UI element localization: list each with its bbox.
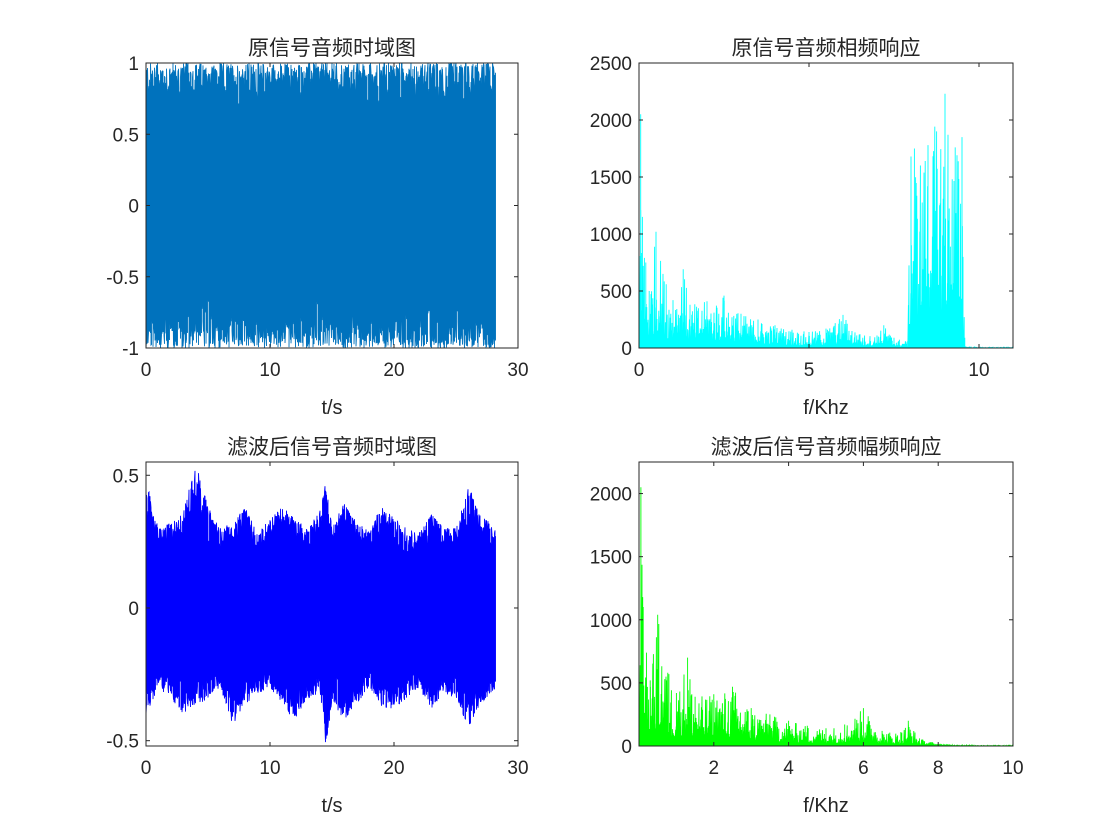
y-tick-label: 1500 (590, 548, 632, 569)
y-tick-label: 500 (600, 282, 632, 303)
y-tick-label: 1500 (590, 168, 632, 189)
y-tick-label: 0.5 (113, 125, 139, 146)
chart-title: 原信号音频相频响应 (732, 36, 921, 60)
series-line (639, 487, 1013, 746)
subplot-1: 0 10 20 30 -1 -0.5 0 0.5 1 原信号音频时域图 t/s (106, 36, 528, 419)
series-trace (146, 63, 496, 348)
x-tick-label: 4 (783, 758, 794, 779)
y-tick-label: 0.5 (113, 466, 139, 487)
series-trace (146, 470, 496, 743)
y-tick-label: 1000 (590, 225, 632, 246)
x-tick-label: 0 (141, 360, 152, 381)
y-tick-label: 0 (621, 737, 632, 758)
y-tick-label: 0 (621, 339, 632, 360)
series-trace (639, 93, 1013, 348)
x-tick-label: 0 (634, 360, 645, 381)
x-tick-label: 8 (933, 758, 944, 779)
chart-title: 滤波后信号音频幅频响应 (711, 435, 942, 459)
series-line (639, 93, 1013, 348)
x-tick-label: 0 (141, 758, 152, 779)
y-tick-label: 0 (128, 599, 139, 620)
y-tick-label: 500 (600, 674, 632, 695)
y-tick-label: -0.5 (106, 268, 139, 289)
x-tick-label: 20 (383, 360, 404, 381)
series-line (146, 63, 496, 348)
x-axis-label: t/s (321, 397, 342, 419)
axes-frame (638, 62, 1014, 349)
chart-title: 滤波后信号音频时域图 (227, 435, 437, 459)
y-tick-label: 2000 (590, 485, 632, 506)
subplot-2: 0 5 10 0 500 1000 1500 2000 2500 原信号音频相频响应 f/Khz (590, 36, 1014, 419)
axes-frame (638, 461, 1014, 747)
y-tick-label: -1 (122, 339, 139, 360)
x-tick-label: 20 (383, 758, 404, 779)
x-tick-label: 10 (259, 758, 280, 779)
series-trace (639, 487, 1013, 746)
y-tick-label: 1 (128, 54, 139, 75)
x-axis-label: f/Khz (803, 795, 849, 817)
x-axis-label: t/s (321, 795, 342, 817)
x-tick-label: 10 (259, 360, 280, 381)
x-tick-label: 2 (709, 758, 720, 779)
x-tick-label: 30 (507, 360, 528, 381)
y-tick-label: -0.5 (106, 732, 139, 753)
x-tick-label: 10 (968, 360, 989, 381)
y-tick-label: 0 (128, 197, 139, 218)
x-tick-label: 5 (804, 360, 815, 381)
x-axis-label: f/Khz (803, 397, 849, 419)
x-tick-label: 6 (858, 758, 869, 779)
y-tick-label: 2000 (590, 111, 632, 132)
x-tick-label: 10 (1002, 758, 1023, 779)
series-line (146, 470, 496, 743)
chart-title: 原信号音频时域图 (248, 36, 416, 60)
x-tick-label: 30 (507, 758, 528, 779)
subplot-4: 2 4 6 8 10 0 500 1000 1500 2000 滤波后信号音频幅频响应 f/Khz (590, 435, 1024, 817)
y-tick-label: 1000 (590, 611, 632, 632)
axes-frame (145, 461, 519, 747)
y-tick-label: 2500 (590, 54, 632, 75)
